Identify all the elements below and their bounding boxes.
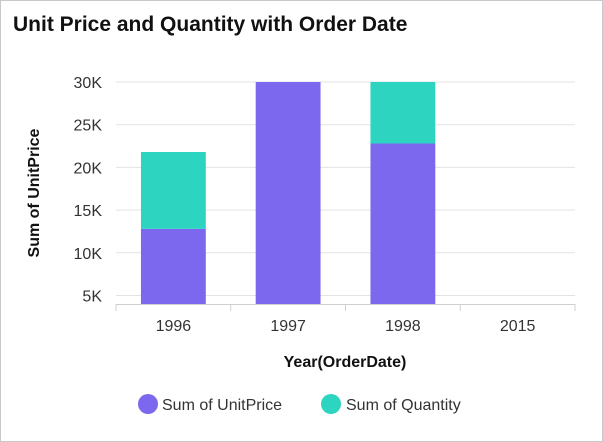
y-tick-label: 30K [74, 75, 103, 92]
x-tick-label: 2015 [500, 318, 536, 335]
legend-label[interactable]: Sum of Quantity [346, 397, 461, 414]
y-tick-label: 5K [82, 288, 102, 305]
legend-label[interactable]: Sum of UnitPrice [162, 397, 282, 414]
y-tick-label: 10K [74, 246, 103, 263]
legend-marker-sum-of-quantity[interactable] [321, 394, 341, 414]
y-tick-label: 25K [74, 118, 103, 135]
x-tick-label: 1997 [270, 318, 306, 335]
x-axis-title: Year(OrderDate) [284, 354, 407, 371]
bar-sum-of-unitprice-1997[interactable] [255, 82, 321, 304]
y-axis-title: Sum of UnitPrice [26, 128, 43, 257]
bar-sum-of-quantity-1998[interactable] [370, 82, 436, 144]
y-tick-label: 20K [74, 160, 103, 177]
bar-sum-of-quantity-1996[interactable] [140, 152, 206, 229]
y-tick-label: 15K [74, 203, 103, 220]
x-tick-label: 1996 [156, 318, 192, 335]
x-tick-label: 1998 [385, 318, 421, 335]
bar-sum-of-unitprice-1996[interactable] [140, 228, 206, 304]
chart-title: Unit Price and Quantity with Order Date [13, 13, 408, 36]
bar-sum-of-unitprice-1998[interactable] [370, 143, 436, 304]
legend-marker-sum-of-unitprice[interactable] [138, 394, 158, 414]
